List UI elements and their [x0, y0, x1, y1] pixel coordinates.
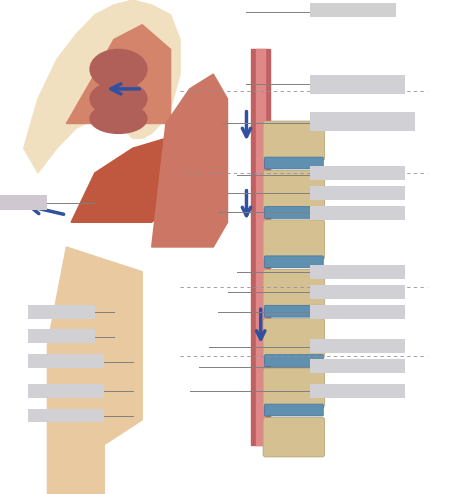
Polygon shape: [251, 49, 270, 445]
Bar: [310, 339, 405, 353]
Polygon shape: [24, 0, 180, 173]
FancyBboxPatch shape: [264, 305, 323, 317]
Bar: [310, 384, 405, 398]
Ellipse shape: [90, 104, 147, 133]
Polygon shape: [47, 247, 142, 494]
FancyBboxPatch shape: [263, 220, 325, 259]
Bar: [310, 186, 405, 200]
Bar: [310, 166, 405, 180]
FancyBboxPatch shape: [263, 269, 325, 309]
FancyBboxPatch shape: [264, 404, 323, 416]
FancyBboxPatch shape: [263, 417, 325, 457]
Polygon shape: [71, 138, 190, 222]
Bar: [310, 359, 405, 373]
FancyBboxPatch shape: [263, 368, 325, 408]
Bar: [310, 265, 405, 279]
FancyBboxPatch shape: [263, 121, 325, 161]
Bar: [310, 285, 405, 299]
Ellipse shape: [90, 82, 147, 116]
Bar: [310, 75, 405, 94]
Polygon shape: [152, 74, 228, 247]
Bar: [310, 305, 405, 319]
FancyBboxPatch shape: [263, 170, 325, 210]
Bar: [310, 206, 405, 220]
Bar: [28, 384, 104, 398]
Bar: [28, 329, 95, 343]
Bar: [28, 305, 95, 319]
Polygon shape: [256, 49, 265, 445]
FancyBboxPatch shape: [264, 157, 323, 169]
Bar: [28, 354, 104, 368]
FancyBboxPatch shape: [264, 206, 323, 218]
Bar: [310, 3, 396, 17]
Bar: [0, 195, 47, 210]
Polygon shape: [66, 25, 171, 124]
Bar: [28, 409, 104, 422]
FancyBboxPatch shape: [264, 355, 323, 367]
FancyBboxPatch shape: [264, 256, 323, 268]
Bar: [310, 112, 415, 131]
FancyBboxPatch shape: [263, 319, 325, 358]
Ellipse shape: [90, 49, 147, 89]
